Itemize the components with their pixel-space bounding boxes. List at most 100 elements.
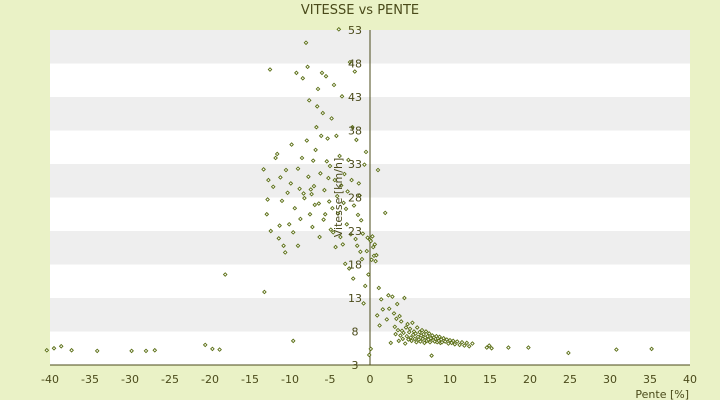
data-point: [357, 193, 362, 198]
data-point: [370, 244, 376, 250]
data-point: [306, 98, 312, 103]
axes: [50, 30, 690, 366]
data-point: [423, 329, 429, 334]
data-point: [397, 313, 402, 319]
data-point: [359, 256, 365, 262]
data-point: [391, 311, 397, 316]
data-point: [288, 181, 294, 186]
data-point: [350, 124, 355, 130]
y-tick-label: 28: [348, 192, 362, 205]
data-point: [486, 343, 492, 348]
data-point: [380, 307, 386, 312]
data-point: [372, 242, 378, 247]
y-axis-label: Vitesse [km/h]: [332, 158, 345, 238]
data-point: [364, 248, 370, 254]
data-point: [386, 292, 391, 298]
data-point: [378, 297, 384, 302]
data-point: [299, 155, 305, 161]
data-point: [418, 339, 423, 344]
data-point: [331, 82, 337, 88]
data-point: [353, 236, 358, 242]
data-point: [276, 236, 282, 241]
data-point: [262, 289, 267, 295]
data-point: [316, 201, 322, 206]
data-point: [318, 171, 323, 176]
data-point: [323, 73, 329, 79]
data-point: [320, 110, 326, 116]
y-tick-label: 38: [348, 125, 362, 138]
data-point: [348, 232, 354, 237]
data-point: [362, 283, 368, 289]
data-point: [429, 353, 434, 358]
data-point: [406, 329, 412, 335]
data-point: [329, 116, 334, 121]
data-point: [447, 337, 453, 343]
data-point: [295, 243, 301, 249]
data-point: [393, 331, 398, 337]
data-point: [69, 347, 74, 353]
data-point: [326, 175, 331, 181]
data-point: [143, 348, 149, 354]
data-point: [307, 211, 313, 217]
data-point: [354, 137, 359, 143]
data-point: [396, 338, 402, 344]
data-point: [303, 40, 309, 46]
data-point: [407, 326, 413, 332]
x-tick-label: 0: [367, 373, 374, 386]
data-point: [412, 336, 418, 342]
data-point: [314, 124, 319, 130]
x-axis-label: Pente [%]: [635, 388, 689, 400]
data-point: [390, 294, 395, 299]
data-point: [400, 336, 406, 342]
data-point: [386, 306, 392, 312]
data-point: [300, 75, 306, 81]
data-point: [450, 338, 456, 344]
data-point: [283, 167, 289, 173]
data-point: [261, 167, 266, 172]
data-point: [360, 231, 366, 237]
data-point: [340, 242, 346, 247]
x-tick-label: -20: [201, 373, 219, 386]
x-tick-label: 30: [603, 373, 617, 386]
data-point: [406, 337, 411, 342]
data-point: [462, 343, 467, 348]
data-point: [315, 86, 321, 92]
data-point: [526, 345, 531, 350]
x-tick-label: 25: [563, 373, 577, 386]
data-point: [444, 337, 450, 342]
data-point: [267, 67, 273, 72]
x-tick-label: -15: [241, 373, 259, 386]
data-point: [311, 183, 317, 189]
data-point: [338, 183, 344, 188]
data-point: [369, 257, 374, 263]
x-tick-label: 20: [523, 373, 537, 386]
data-point: [401, 330, 406, 336]
data-point: [268, 228, 274, 234]
data-point: [289, 142, 294, 147]
data-point: [506, 345, 511, 350]
data-point: [217, 347, 222, 352]
data-point: [363, 149, 369, 155]
data-point: [310, 158, 316, 163]
data-point: [338, 234, 343, 240]
data-point: [319, 70, 325, 76]
data-point: [413, 331, 418, 336]
data-point: [314, 104, 320, 109]
data-point: [294, 70, 299, 76]
x-tick-label: -5: [325, 373, 336, 386]
data-point: [308, 187, 314, 192]
data-point: [414, 325, 420, 330]
y-tick-label: 33: [348, 158, 362, 171]
data-point: [290, 230, 296, 235]
x-tick-label: -40: [41, 373, 59, 386]
data-point: [277, 223, 282, 228]
data-points: [44, 26, 654, 358]
data-point: [441, 335, 446, 341]
data-point: [292, 205, 298, 211]
data-point: [274, 151, 280, 157]
data-point: [426, 331, 432, 336]
data-point: [382, 210, 388, 216]
data-point: [325, 136, 330, 141]
data-point: [392, 324, 398, 330]
